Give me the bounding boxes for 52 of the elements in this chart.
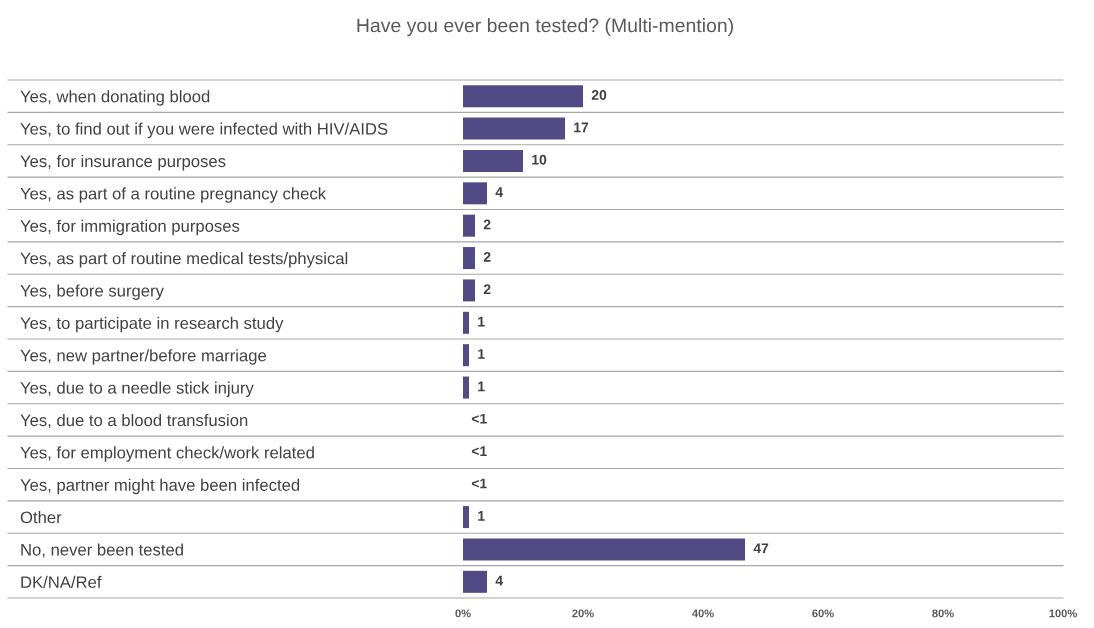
data-label: 2 (483, 284, 491, 295)
bar (463, 182, 487, 205)
bar (463, 214, 475, 237)
x-tick-label: 60% (812, 609, 834, 618)
data-label: 2 (483, 219, 491, 230)
y-tick-label: Yes, as part of a routine pregnancy check (20, 187, 327, 203)
y-tick-label: Yes, due to a needle stick injury (20, 381, 254, 398)
bar (463, 570, 487, 593)
bar (463, 247, 475, 270)
data-label: 20 (591, 90, 607, 100)
data-label: <1 (471, 478, 487, 489)
bar (463, 538, 745, 561)
data-label: <1 (471, 413, 487, 424)
bar (463, 117, 565, 140)
y-tick-label: Yes, to find out if you were infected with HIV/AIDS (20, 122, 388, 139)
data-label: 2 (483, 251, 491, 262)
bar (463, 506, 469, 529)
y-tick-label: Yes, as part of routine medical tests/physical (20, 252, 348, 268)
x-tick-label: 100% (1049, 609, 1077, 618)
y-tick-label: Yes, new partner/before marriage (20, 349, 267, 365)
y-tick-label: Yes, before surgery (20, 284, 164, 300)
bar (463, 85, 583, 108)
data-label: 4 (495, 575, 503, 586)
data-label: 1 (478, 511, 485, 521)
y-tick-label: Yes, partner might have been infected (20, 478, 300, 495)
y-tick-label: Other (20, 511, 62, 524)
y-tick-label: Yes, for employment check/work related (20, 446, 314, 462)
data-label: 1 (478, 381, 485, 392)
x-tick-label: 20% (572, 609, 594, 618)
data-label: 1 (478, 349, 485, 359)
bar (463, 311, 469, 334)
x-tick-label: 40% (692, 609, 714, 618)
x-tick-label: 80% (932, 609, 954, 618)
bar (463, 344, 469, 367)
y-tick-label: Yes, due to a blood transfusion (20, 413, 248, 429)
data-label: 17 (574, 122, 589, 133)
y-tick-label: Yes, for insurance purposes (20, 154, 226, 171)
chart-title: Have you ever been tested? (Multi-mention) (357, 18, 733, 37)
y-tick-label: DK/NA/Ref (21, 575, 102, 589)
data-label: 1 (478, 316, 485, 327)
data-label: 10 (532, 154, 547, 165)
data-label: <1 (471, 446, 487, 456)
y-tick-label: Yes, when donating blood (20, 90, 210, 106)
bar (463, 376, 469, 399)
y-tick-label: No, never been tested (21, 543, 183, 558)
bar (463, 149, 523, 172)
bar (463, 279, 475, 302)
y-tick-label: Yes, to participate in research study (20, 316, 284, 333)
x-tick-label: 0% (455, 609, 471, 618)
y-tick-label: Yes, for immigration purposes (20, 219, 240, 236)
data-label: 47 (753, 543, 769, 554)
data-label: 4 (495, 187, 503, 197)
